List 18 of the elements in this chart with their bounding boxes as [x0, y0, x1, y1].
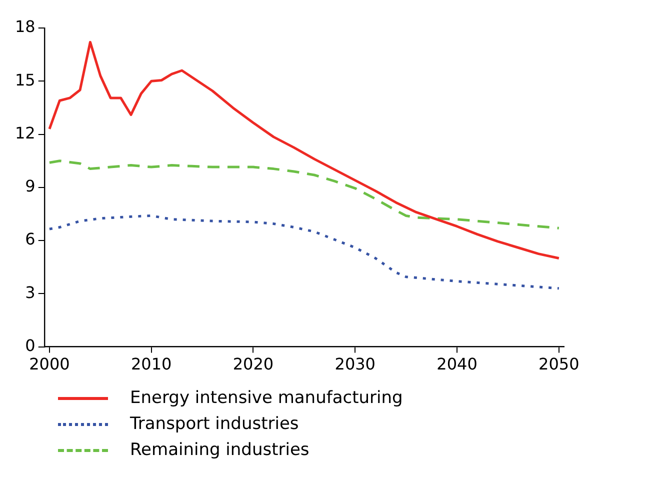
- x-tick-label: 2030: [334, 354, 376, 374]
- x-tick-label: 2010: [130, 354, 172, 374]
- y-tick-label: 3: [25, 282, 36, 302]
- y-tick-label: 9: [25, 176, 36, 196]
- y-tick-label: 15: [15, 70, 36, 90]
- line-series: [48, 160, 560, 230]
- legend-label: Energy intensive manufacturing: [130, 388, 403, 408]
- y-tick-label: 12: [15, 123, 36, 142]
- y-tick-label: 0: [25, 336, 36, 355]
- x-tick-label: 2050: [538, 354, 580, 374]
- legend-label: Remaining industries: [130, 440, 310, 460]
- legend-label: Transport industries: [130, 414, 299, 434]
- x-tick-label: 2040: [436, 354, 478, 374]
- line-series: [48, 214, 560, 290]
- x-tick-label: 2020: [232, 354, 274, 374]
- x-tick-label: 2000: [29, 354, 70, 374]
- y-tick-label: 18: [15, 17, 36, 36]
- y-tick-label: 6: [25, 230, 36, 249]
